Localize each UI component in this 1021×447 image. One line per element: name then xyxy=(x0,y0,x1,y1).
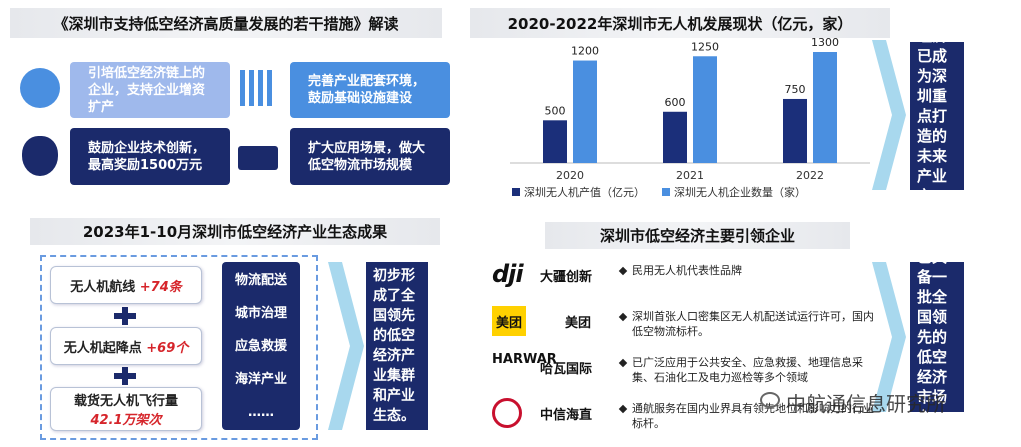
icon xyxy=(240,70,276,106)
arrow xyxy=(328,262,364,430)
chart: 2020 500 1200 2021 600 1250 2022 750 1300 深圳无人机产值… xyxy=(510,38,870,199)
section-title: 深圳市低空经济主要引领企业 xyxy=(545,222,850,249)
icon xyxy=(22,136,58,176)
field-list: 物流配送城市治理应急救援海洋产业 …… xyxy=(222,262,300,430)
bar xyxy=(693,56,717,164)
value-label: 1300 xyxy=(811,38,839,49)
ecology-item: 无人机起降点 +69个 xyxy=(50,327,202,365)
value-label: 750 xyxy=(785,83,806,96)
arrow xyxy=(872,262,906,412)
x-tick-label: 2020 xyxy=(556,169,584,182)
item-value: 42.1万架次 xyxy=(90,413,162,428)
icon xyxy=(20,68,60,108)
legend-swatch xyxy=(662,188,670,196)
bar xyxy=(663,111,687,163)
icon xyxy=(238,146,278,170)
legend-swatch xyxy=(512,188,520,196)
conclusion: 深圳已具备一批全国领先的低空经济市场主体。 xyxy=(910,228,964,446)
policy-item: 扩大应用场景，做大低空物流市场规模 xyxy=(290,128,450,185)
bullet xyxy=(618,404,628,414)
company-name: 中信海直 xyxy=(540,408,593,423)
x-tick-label: 2021 xyxy=(676,169,704,182)
legend-label: 深圳无人机企业数量（家） xyxy=(674,185,806,199)
company-desc: 民用无人机代表性品牌 xyxy=(632,264,742,277)
bar xyxy=(543,120,567,163)
value-label: 1200 xyxy=(571,45,599,58)
bullet xyxy=(618,312,628,322)
item-label: 载货无人机飞行量 xyxy=(73,394,178,409)
item-value: +74条 xyxy=(139,279,182,295)
plus xyxy=(114,367,136,385)
policy-item: 鼓励企业技术创新，最高奖励1500万元 xyxy=(70,128,230,185)
field: …… xyxy=(248,405,274,420)
item-value: +69个 xyxy=(146,340,189,356)
ecology-item: 载货无人机飞行量 42.1万架次 xyxy=(50,387,202,431)
field: 海洋产业 xyxy=(234,372,287,387)
company-list: dji 大疆创新 民用无人机代表性品牌美团 美团 深圳首张人口密集区无人机配送试运行许可… xyxy=(480,252,880,447)
company-desc: 已广泛应用于公共安全、应急救援、地理信息采集、石油化工及电力巡检等多个领域 xyxy=(632,356,863,384)
bullet xyxy=(618,358,628,368)
section-title: 《深圳市支持低空经济高质量发展的若干措施》解读 xyxy=(10,8,442,38)
plus xyxy=(114,307,136,325)
company-logo: dji xyxy=(492,260,524,288)
field: 物流配送 xyxy=(234,273,287,288)
dashed-frame xyxy=(40,255,318,440)
field: 城市治理 xyxy=(234,306,287,321)
value-label: 600 xyxy=(665,96,686,109)
legend-label: 深圳无人机产值（亿元） xyxy=(524,185,645,199)
value-label: 500 xyxy=(545,104,566,117)
item-label: 无人机航线 xyxy=(70,279,136,295)
company-desc: 通航服务在国内业界具有领先地位和影响力的行业标杆。 xyxy=(632,402,874,430)
company-name: 美团 xyxy=(565,316,592,331)
bar xyxy=(783,98,807,163)
company-name: 哈瓦国际 xyxy=(540,362,593,377)
watermark: 中航通信息研究所 xyxy=(786,392,946,416)
company-logo: 美团 xyxy=(492,306,526,336)
conclusion: 初步形成了全国领先的低空经济产业集群和产业生态。 xyxy=(366,262,428,430)
bar xyxy=(813,52,837,163)
policy-item: 引培低空经济链上的企业，支持企业增资扩产 xyxy=(70,62,230,118)
field: 应急救援 xyxy=(234,339,287,354)
policy-item: 完善产业配套环境，鼓励基础设施建设 xyxy=(290,62,450,118)
wechat-icon xyxy=(760,392,780,408)
arrow xyxy=(872,40,906,190)
company-logo: CITIC xyxy=(492,398,522,428)
section-title: 2023年1-10月深圳市低空经济产业生态成果 xyxy=(30,218,440,245)
bar xyxy=(573,60,597,163)
conclusion: 低空经济已成为深圳重点打造的未来产业之一。 xyxy=(910,7,964,225)
company-desc: 深圳首张人口密集区无人机配送试运行许可，国内低空物流标杆。 xyxy=(632,310,874,338)
value-label: 1250 xyxy=(691,40,719,53)
company-logo: HARWAR xyxy=(492,352,557,367)
x-tick-label: 2022 xyxy=(796,169,824,182)
item-label: 无人机起降点 xyxy=(63,340,142,356)
company-name: 大疆创新 xyxy=(540,270,593,285)
bullet xyxy=(618,266,628,276)
chart-title: 2020-2022年深圳市无人机发展现状（亿元，家） xyxy=(470,8,890,38)
ecology-item: 无人机航线 +74条 xyxy=(50,266,202,304)
